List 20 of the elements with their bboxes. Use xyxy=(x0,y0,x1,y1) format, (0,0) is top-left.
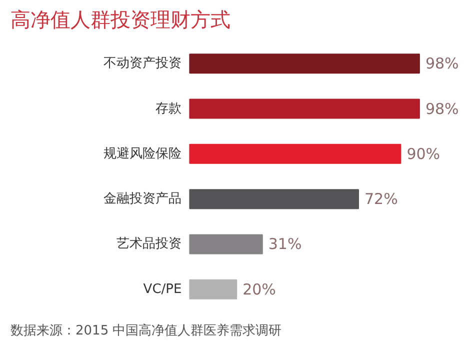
data-label: 98% xyxy=(425,54,459,73)
bar xyxy=(189,54,420,74)
bar xyxy=(189,144,402,164)
chart-title: 高净值人群投资理财方式 xyxy=(10,8,230,32)
data-label: 72% xyxy=(364,190,398,208)
y-tick-label: 金融投资产品 xyxy=(104,192,182,207)
source-note: 数据来源：2015 中国高净值人群医养需求调研 xyxy=(10,322,282,338)
bar xyxy=(189,234,263,254)
bar xyxy=(189,98,420,119)
data-label: 98% xyxy=(425,100,459,118)
y-tick-label: VC/PE xyxy=(143,282,182,297)
y-tick-label: 存款 xyxy=(156,101,182,116)
y-tick-label: 不动资产投资 xyxy=(104,56,182,72)
y-tick-label: 艺术品投资 xyxy=(116,236,182,252)
data-label: 31% xyxy=(268,235,302,254)
bar xyxy=(189,189,359,210)
y-tick-label: 规避风险保险 xyxy=(104,146,182,162)
data-label: 90% xyxy=(406,144,440,163)
bar xyxy=(189,279,238,300)
data-label: 20% xyxy=(242,280,276,298)
